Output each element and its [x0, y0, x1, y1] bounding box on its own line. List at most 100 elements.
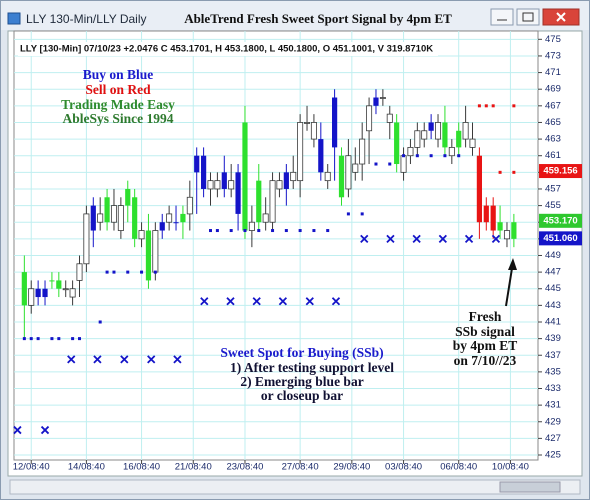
support-dot [229, 229, 233, 233]
ssb-mark [438, 234, 447, 243]
y-tick-label: 467 [545, 100, 561, 111]
candle-body [386, 113, 393, 123]
annotation: 1) After testing support level [230, 360, 394, 375]
support-dot [257, 229, 261, 233]
candle-body [180, 213, 186, 223]
annotation: Trading Made Easy [61, 97, 175, 112]
candle-body [304, 122, 311, 124]
candle-body [159, 222, 165, 231]
support-dot [360, 212, 364, 216]
annotation: or closeup bar [261, 388, 343, 403]
support-dot [105, 270, 109, 274]
support-dot [243, 229, 247, 233]
candle-body [21, 272, 27, 306]
candle-body [283, 172, 289, 189]
support-dot [346, 212, 350, 216]
candle-body [428, 122, 434, 131]
ssb-mark [412, 234, 421, 243]
y-tick-label: 465 [545, 117, 561, 128]
x-tick-label: 10/08:40 [492, 462, 529, 473]
annotation: Sell on Red [85, 82, 151, 97]
y-tick-label: 439 [545, 333, 561, 344]
price-tag [539, 213, 582, 228]
candle-body [242, 122, 248, 231]
candle-body [511, 222, 517, 239]
minimize-button[interactable] [490, 8, 514, 26]
candle-body [110, 205, 117, 223]
price-tag [539, 231, 582, 246]
candle-body [276, 180, 283, 190]
info-line: LLY [130-Min] 07/10/23 +2.0476 C 453.170… [20, 44, 433, 55]
x-tick-label: 03/08:40 [385, 462, 422, 473]
candle-body [490, 205, 496, 231]
scrollbar[interactable] [9, 479, 581, 495]
candle-body [318, 139, 324, 173]
ssb-mark [120, 355, 129, 364]
ssb-mark [331, 297, 341, 306]
y-tick-label: 427 [545, 433, 561, 444]
candle-body [290, 171, 297, 182]
support-dot [271, 229, 275, 233]
candle-body [379, 97, 386, 99]
price-tag [539, 164, 582, 179]
candle-body [248, 221, 255, 231]
candle-body [221, 172, 227, 189]
candle-body [214, 180, 221, 190]
candle-body [359, 138, 366, 165]
support-dot [140, 270, 144, 274]
candle-body [62, 288, 69, 291]
support-dot [22, 337, 26, 341]
annotation: Fresh [469, 309, 502, 324]
candle-body [469, 138, 476, 148]
grid: 425 427 429 431 433 435 437 439 441 443 445 447 449 4… [13, 31, 561, 473]
support-dot [57, 337, 61, 341]
x-tick-label: 06/08:40 [440, 462, 477, 473]
candle-body [373, 97, 379, 106]
support-dot [29, 337, 33, 341]
support-dot [312, 229, 316, 233]
y-tick-label: 443 [545, 300, 561, 311]
candle-body [125, 188, 131, 206]
candle-body [83, 213, 90, 265]
support-dot [98, 320, 102, 324]
annotation: 2) Emerging blue bar [240, 374, 363, 389]
y-tick-label: 449 [545, 250, 561, 261]
annotation: AbleSys Since 1994 [62, 111, 173, 126]
support-dot [153, 270, 157, 274]
candle-body [69, 288, 76, 298]
ssb-mark [93, 355, 102, 364]
candle-body [435, 122, 442, 140]
scroll-thumb[interactable] [499, 481, 561, 493]
ssb-mark [173, 355, 182, 364]
x-tick-label: 16/08:40 [123, 462, 160, 473]
support-dot [215, 229, 219, 233]
support-dot [71, 337, 75, 341]
candle-body [476, 155, 482, 223]
candle-body [338, 155, 345, 198]
ssb-mark [252, 297, 261, 306]
y-tick-label: 463 [545, 134, 561, 145]
candle-body [421, 130, 428, 140]
maximize-button[interactable] [516, 8, 540, 26]
candle-body [332, 97, 338, 148]
candle-body [152, 230, 159, 273]
candle-body [228, 180, 235, 190]
resistance-dot [498, 170, 502, 174]
ssb-mark [305, 297, 314, 306]
resistance-dot [484, 104, 488, 108]
candle-body [483, 205, 489, 223]
ssb-mark [464, 234, 474, 243]
y-tick-label: 425 [545, 450, 561, 461]
support-dot [284, 229, 288, 233]
candle-body [352, 163, 359, 173]
maximize-icon [522, 12, 534, 22]
candle-body [42, 288, 48, 298]
y-tick-label: 473 [545, 50, 561, 61]
resistance-dot [512, 104, 516, 108]
x-tick-label: 29/08:40 [333, 462, 370, 473]
candle-body [407, 146, 414, 157]
candle-body [269, 180, 276, 223]
candle-body [104, 197, 110, 223]
candle-body [345, 155, 352, 190]
